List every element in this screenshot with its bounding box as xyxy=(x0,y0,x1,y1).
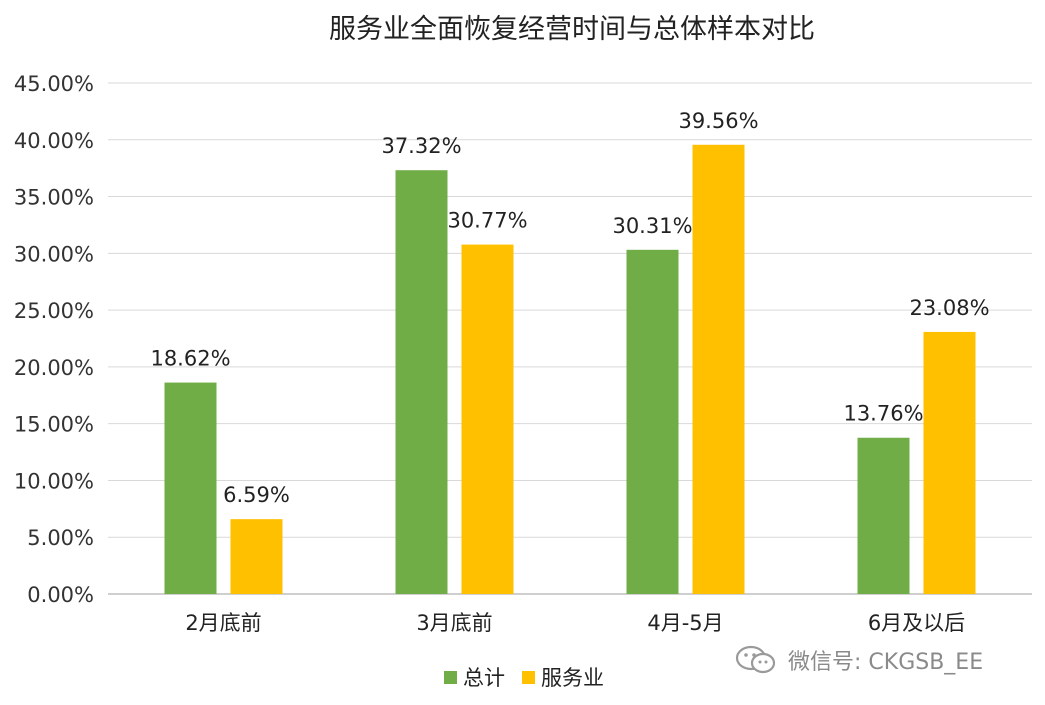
data-label: 30.77% xyxy=(447,209,527,233)
y-tick-label: 10.00% xyxy=(14,469,94,493)
bar-total-0 xyxy=(164,382,217,594)
data-label: 18.62% xyxy=(150,347,230,371)
y-tick-label: 25.00% xyxy=(14,299,94,323)
y-tick-label: 40.00% xyxy=(14,129,94,153)
legend-label: 服务业 xyxy=(541,666,604,690)
y-tick-label: 5.00% xyxy=(27,526,94,550)
legend: 总计 服务业 xyxy=(444,666,604,690)
watermark: 微信号: CKGSB_EE xyxy=(734,642,1034,678)
x-tick-label: 6月及以后 xyxy=(868,611,965,635)
bar-total-3 xyxy=(857,437,910,594)
y-tick-label: 20.00% xyxy=(14,356,94,380)
data-label: 23.08% xyxy=(909,296,989,320)
bar-service-1 xyxy=(461,244,514,595)
bar-total-1 xyxy=(395,170,448,594)
x-tick-label: 4月-5月 xyxy=(647,611,723,635)
y-tick-label: 45.00% xyxy=(14,72,94,96)
y-axis: 0.00% 5.00% 10.00% 15.00% 20.00% 25.00% 30.00%… xyxy=(14,72,94,607)
bar-total-2 xyxy=(626,249,679,594)
legend-swatch xyxy=(522,671,535,684)
x-axis: 2月底前 3月底前 4月-5月 6月及以后 xyxy=(185,611,965,635)
data-label: 39.56% xyxy=(678,109,758,133)
data-label: 6.59% xyxy=(223,483,290,507)
bar-service-2 xyxy=(692,144,745,594)
y-tick-label: 35.00% xyxy=(14,186,94,210)
x-tick-label: 3月底前 xyxy=(416,611,492,635)
data-label: 30.31% xyxy=(612,214,692,238)
data-label: 37.32% xyxy=(381,134,461,158)
bar-service-3 xyxy=(923,331,976,594)
legend-label: 总计 xyxy=(463,666,505,690)
data-label: 13.76% xyxy=(843,402,923,426)
bars: 18.62% 6.59% 37.32% 30.77% 30.31% 39.56% 13.76… xyxy=(150,109,990,595)
bar-service-0 xyxy=(230,519,283,594)
watermark-text: 微信号: CKGSB_EE xyxy=(788,650,984,675)
y-tick-label: 30.00% xyxy=(14,242,94,266)
y-tick-label: 0.00% xyxy=(27,583,94,607)
x-tick-label: 2月底前 xyxy=(185,611,261,635)
wechat-icon xyxy=(735,645,776,674)
y-tick-label: 15.00% xyxy=(14,413,94,437)
chart-title: 服务业全面恢复经营时间与总体样本对比 xyxy=(329,14,815,45)
legend-swatch xyxy=(444,671,457,684)
